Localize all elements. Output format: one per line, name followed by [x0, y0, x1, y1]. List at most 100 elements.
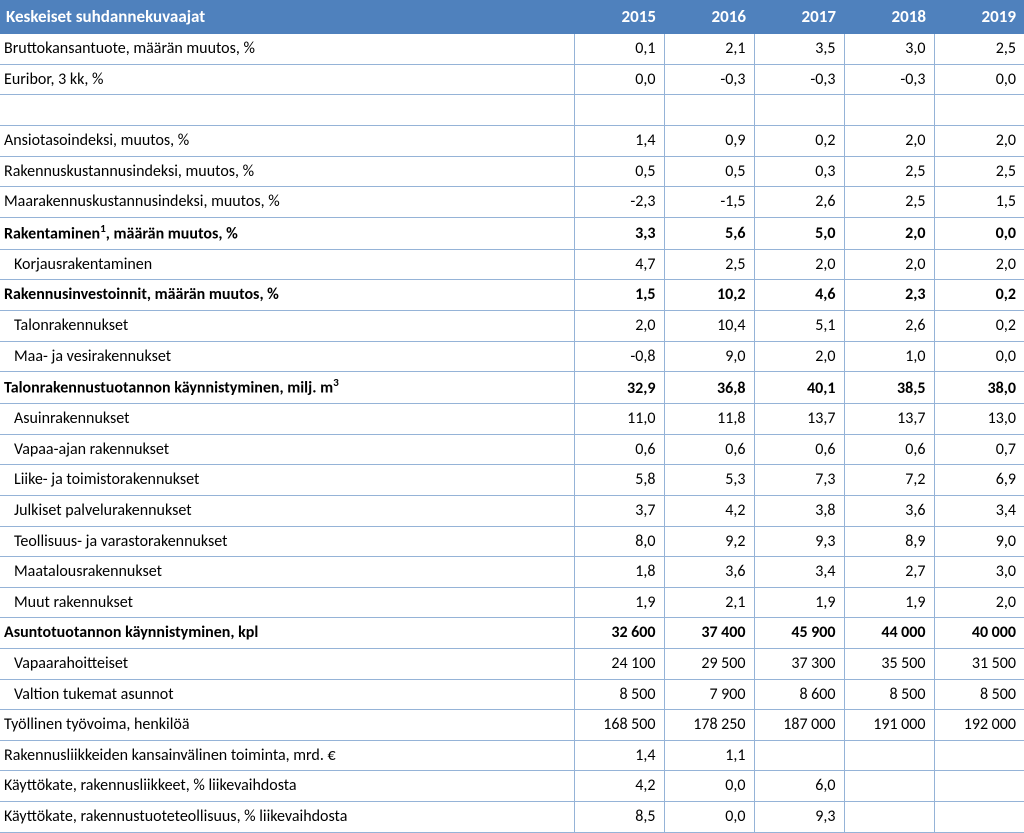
- row-value: 13,7: [844, 404, 934, 435]
- table-row: Käyttökate, rakennustuoteteollisuus, % l…: [0, 801, 1024, 832]
- row-label: Maa- ja vesirakennukset: [0, 341, 574, 372]
- table-body: Bruttokansantuote, määrän muutos, %0,12,…: [0, 34, 1024, 833]
- row-value: 0,0: [574, 64, 664, 95]
- row-value: 3,0: [844, 34, 934, 65]
- row-label: Vapaa-ajan rakennukset: [0, 434, 574, 465]
- table-row: Rakennusinvestoinnit, määrän muutos, %1,…: [0, 280, 1024, 311]
- row-label: Euribor, 3 kk, %: [0, 64, 574, 95]
- row-value: 9,3: [754, 801, 844, 832]
- row-value: 6,0: [754, 771, 844, 802]
- row-value: 191 000: [844, 710, 934, 741]
- table-header: Keskeiset suhdannekuvaajat 2015 2016 201…: [0, 0, 1024, 34]
- header-year-1: 2016: [664, 0, 754, 34]
- row-value: [844, 801, 934, 832]
- row-value: 4,7: [574, 249, 664, 280]
- row-value: 3,8: [754, 495, 844, 526]
- row-value: 5,6: [664, 217, 754, 249]
- row-value: 38,0: [934, 372, 1024, 404]
- row-label: Käyttökate, rakennustuoteteollisuus, % l…: [0, 801, 574, 832]
- table-row: Maarakennuskustannusindeksi, muutos, %-2…: [0, 187, 1024, 218]
- row-value: 36,8: [664, 372, 754, 404]
- row-value: 0,0: [934, 341, 1024, 372]
- row-label: Rakennusinvestoinnit, määrän muutos, %: [0, 280, 574, 311]
- row-value: -0,3: [664, 64, 754, 95]
- row-value: 192 000: [934, 710, 1024, 741]
- row-value: 0,3: [754, 156, 844, 187]
- row-value: 2,5: [934, 156, 1024, 187]
- header-year-2: 2017: [754, 0, 844, 34]
- spacer-cell: [574, 95, 664, 126]
- row-label: Maatalousrakennukset: [0, 557, 574, 588]
- row-value: 1,8: [574, 557, 664, 588]
- row-value: 2,5: [844, 187, 934, 218]
- row-value: 32,9: [574, 372, 664, 404]
- header-year-0: 2015: [574, 0, 664, 34]
- row-value: 9,0: [664, 341, 754, 372]
- row-value: 7,2: [844, 465, 934, 496]
- row-value: -2,3: [574, 187, 664, 218]
- row-value: 11,0: [574, 404, 664, 435]
- row-value: 2,1: [664, 34, 754, 65]
- row-value: 4,2: [664, 495, 754, 526]
- row-value: 32 600: [574, 618, 664, 649]
- row-value: -0,3: [754, 64, 844, 95]
- row-value: 3,6: [664, 557, 754, 588]
- row-value: 45 900: [754, 618, 844, 649]
- row-label: Valtion tukemat asunnot: [0, 679, 574, 710]
- row-value: 10,2: [664, 280, 754, 311]
- row-value: 4,2: [574, 771, 664, 802]
- table-row: Asuinrakennukset11,011,813,713,713,0: [0, 404, 1024, 435]
- row-value: 3,4: [934, 495, 1024, 526]
- row-value: 24 100: [574, 648, 664, 679]
- row-value: 37 400: [664, 618, 754, 649]
- row-value: 5,1: [754, 311, 844, 342]
- row-value: 2,5: [934, 34, 1024, 65]
- row-value: 1,4: [574, 126, 664, 157]
- row-value: 8 600: [754, 679, 844, 710]
- row-value: 2,0: [844, 217, 934, 249]
- row-value: 8 500: [934, 679, 1024, 710]
- row-value: -1,5: [664, 187, 754, 218]
- row-label: Työllinen työvoima, henkilöä: [0, 710, 574, 741]
- row-value: 1,0: [844, 341, 934, 372]
- header-year-3: 2018: [844, 0, 934, 34]
- row-value: 8 500: [844, 679, 934, 710]
- table-row: Talonrakennukset2,010,45,12,60,2: [0, 311, 1024, 342]
- row-value: 3,6: [844, 495, 934, 526]
- row-value: 0,0: [664, 801, 754, 832]
- row-value: 0,9: [664, 126, 754, 157]
- row-value: [934, 740, 1024, 771]
- row-label: Maarakennuskustannusindeksi, muutos, %: [0, 187, 574, 218]
- table-row: Työllinen työvoima, henkilöä168 500178 2…: [0, 710, 1024, 741]
- row-value: 0,7: [934, 434, 1024, 465]
- row-value: 11,8: [664, 404, 754, 435]
- row-value: 5,3: [664, 465, 754, 496]
- row-value: 10,4: [664, 311, 754, 342]
- row-value: 2,0: [934, 126, 1024, 157]
- row-value: 3,4: [754, 557, 844, 588]
- row-value: 178 250: [664, 710, 754, 741]
- row-label: Ansiotasoindeksi, muutos, %: [0, 126, 574, 157]
- row-value: 0,2: [754, 126, 844, 157]
- table-row: Julkiset palvelurakennukset3,74,23,83,63…: [0, 495, 1024, 526]
- row-label: Talonrakennukset: [0, 311, 574, 342]
- row-value: 40 000: [934, 618, 1024, 649]
- row-value: 2,7: [844, 557, 934, 588]
- row-value: 3,5: [754, 34, 844, 65]
- row-value: 4,6: [754, 280, 844, 311]
- row-value: 1,5: [574, 280, 664, 311]
- row-value: 0,6: [844, 434, 934, 465]
- table-row: Maa- ja vesirakennukset-0,89,02,01,00,0: [0, 341, 1024, 372]
- table-row: Bruttokansantuote, määrän muutos, %0,12,…: [0, 34, 1024, 65]
- row-value: 35 500: [844, 648, 934, 679]
- row-value: 3,3: [574, 217, 664, 249]
- row-value: 2,6: [844, 311, 934, 342]
- row-value: 2,0: [844, 126, 934, 157]
- table-row: Liike- ja toimistorakennukset5,85,37,37,…: [0, 465, 1024, 496]
- row-value: 29 500: [664, 648, 754, 679]
- table-row: Rakentaminen1, määrän muutos, %3,35,65,0…: [0, 217, 1024, 249]
- spacer-cell: [934, 95, 1024, 126]
- row-value: 0,6: [664, 434, 754, 465]
- row-value: 37 300: [754, 648, 844, 679]
- row-value: 0,5: [574, 156, 664, 187]
